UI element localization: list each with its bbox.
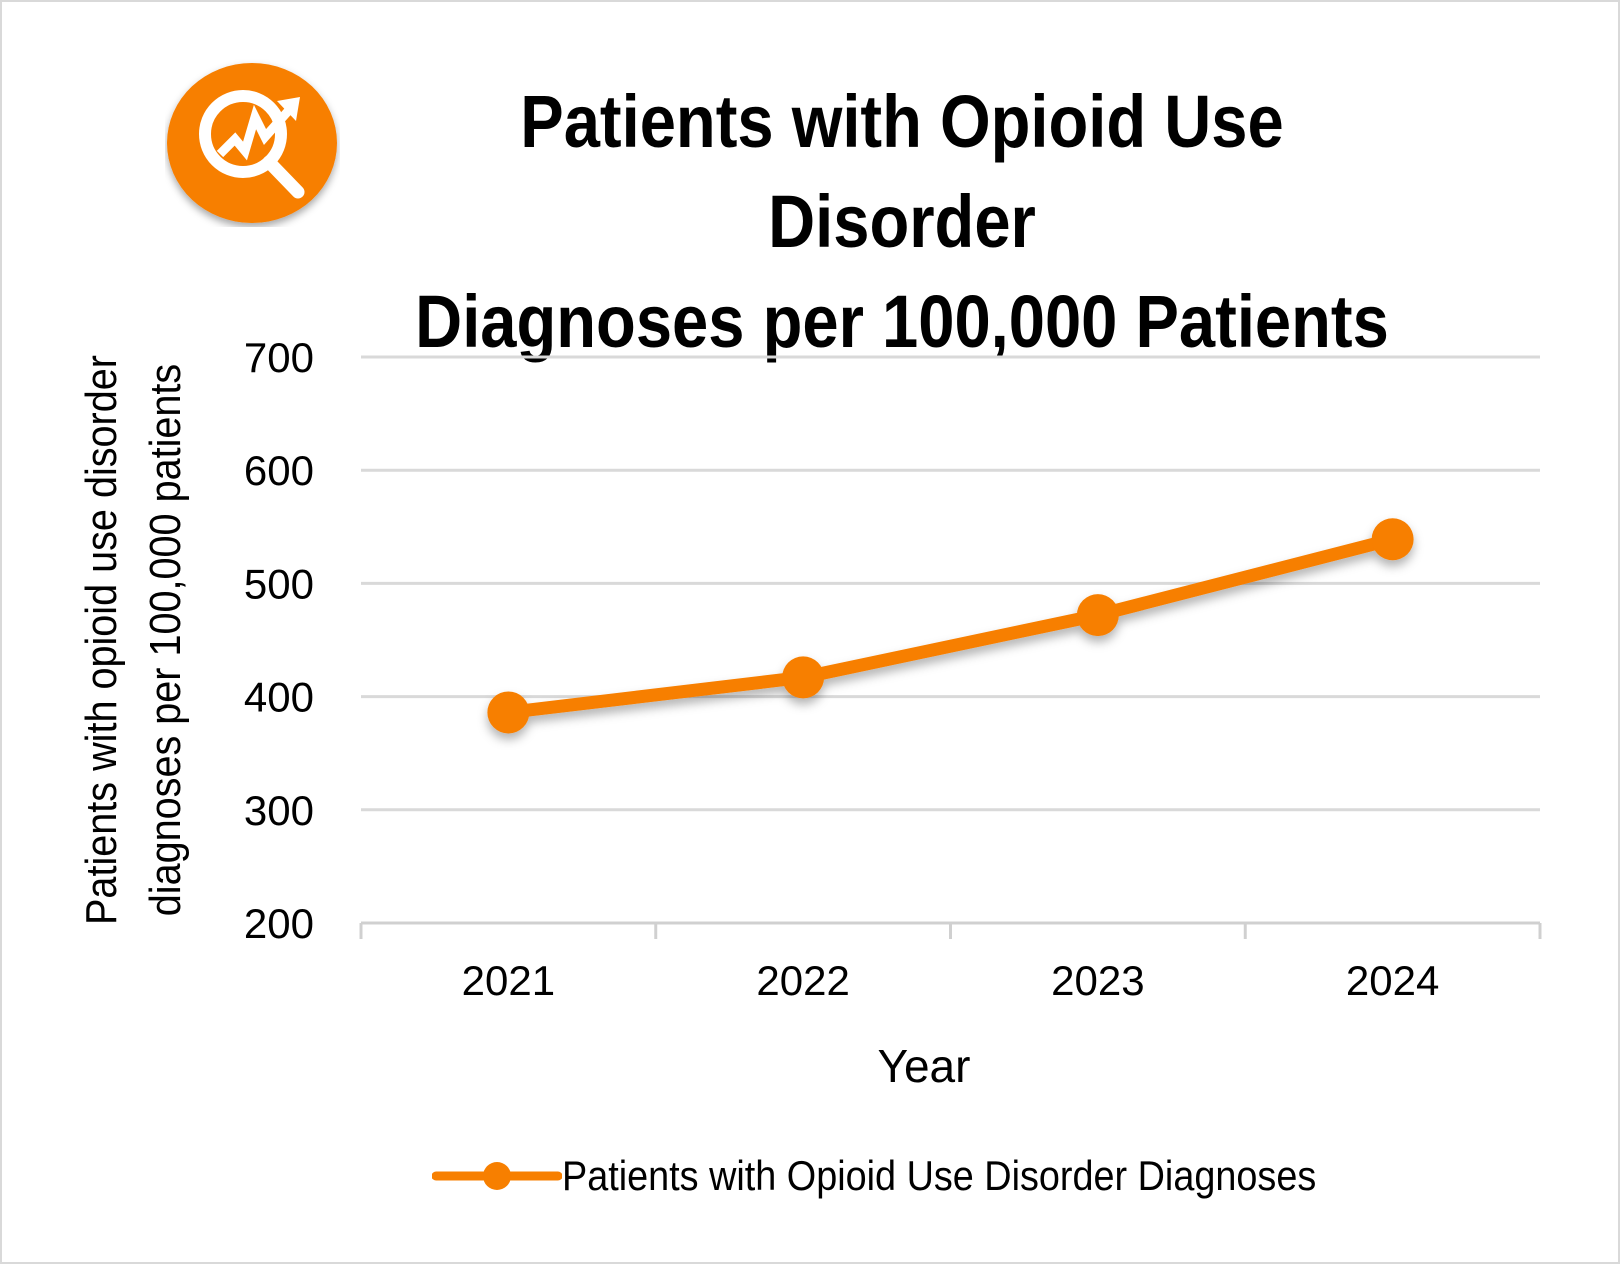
- data-point-2024: [1371, 518, 1414, 561]
- x-tick-label: 2021: [462, 957, 555, 1004]
- data-point-2022: [782, 656, 825, 699]
- y-tick-label: 400: [244, 674, 314, 721]
- y-tick-label: 700: [244, 334, 314, 381]
- y-axis-label-line-1: Patients with opioid use disorder: [76, 355, 125, 925]
- x-tick-label: 2024: [1346, 957, 1439, 1004]
- data-point-2023: [1076, 594, 1119, 637]
- y-axis-label-line-2: diagnoses per 100,000 patients: [140, 364, 189, 916]
- y-tick-label: 200: [244, 900, 314, 947]
- y-tick-label: 300: [244, 787, 314, 834]
- title-line-2: Diagnoses per 100,000 Patients: [415, 280, 1389, 363]
- chart-title: Patients with Opioid Use Disorder Diagno…: [409, 72, 1395, 372]
- legend-label: Patients with Opioid Use Disorder Diagno…: [562, 1152, 1317, 1199]
- x-tick-label: 2022: [756, 957, 849, 1004]
- y-tick-label: 500: [244, 560, 314, 607]
- y-tick-label: 600: [244, 447, 314, 494]
- magnifier-trend-chart-icon: [165, 59, 340, 227]
- legend-marker: [432, 1162, 562, 1190]
- x-axis-label: Year: [878, 1040, 971, 1092]
- data-point-2021: [487, 691, 530, 734]
- title-line-1: Patients with Opioid Use Disorder: [520, 80, 1284, 263]
- legend: Patients with Opioid Use Disorder Diagno…: [432, 1152, 1400, 1200]
- x-tick-label: 2023: [1051, 957, 1144, 1004]
- series-line: [507, 532, 1395, 719]
